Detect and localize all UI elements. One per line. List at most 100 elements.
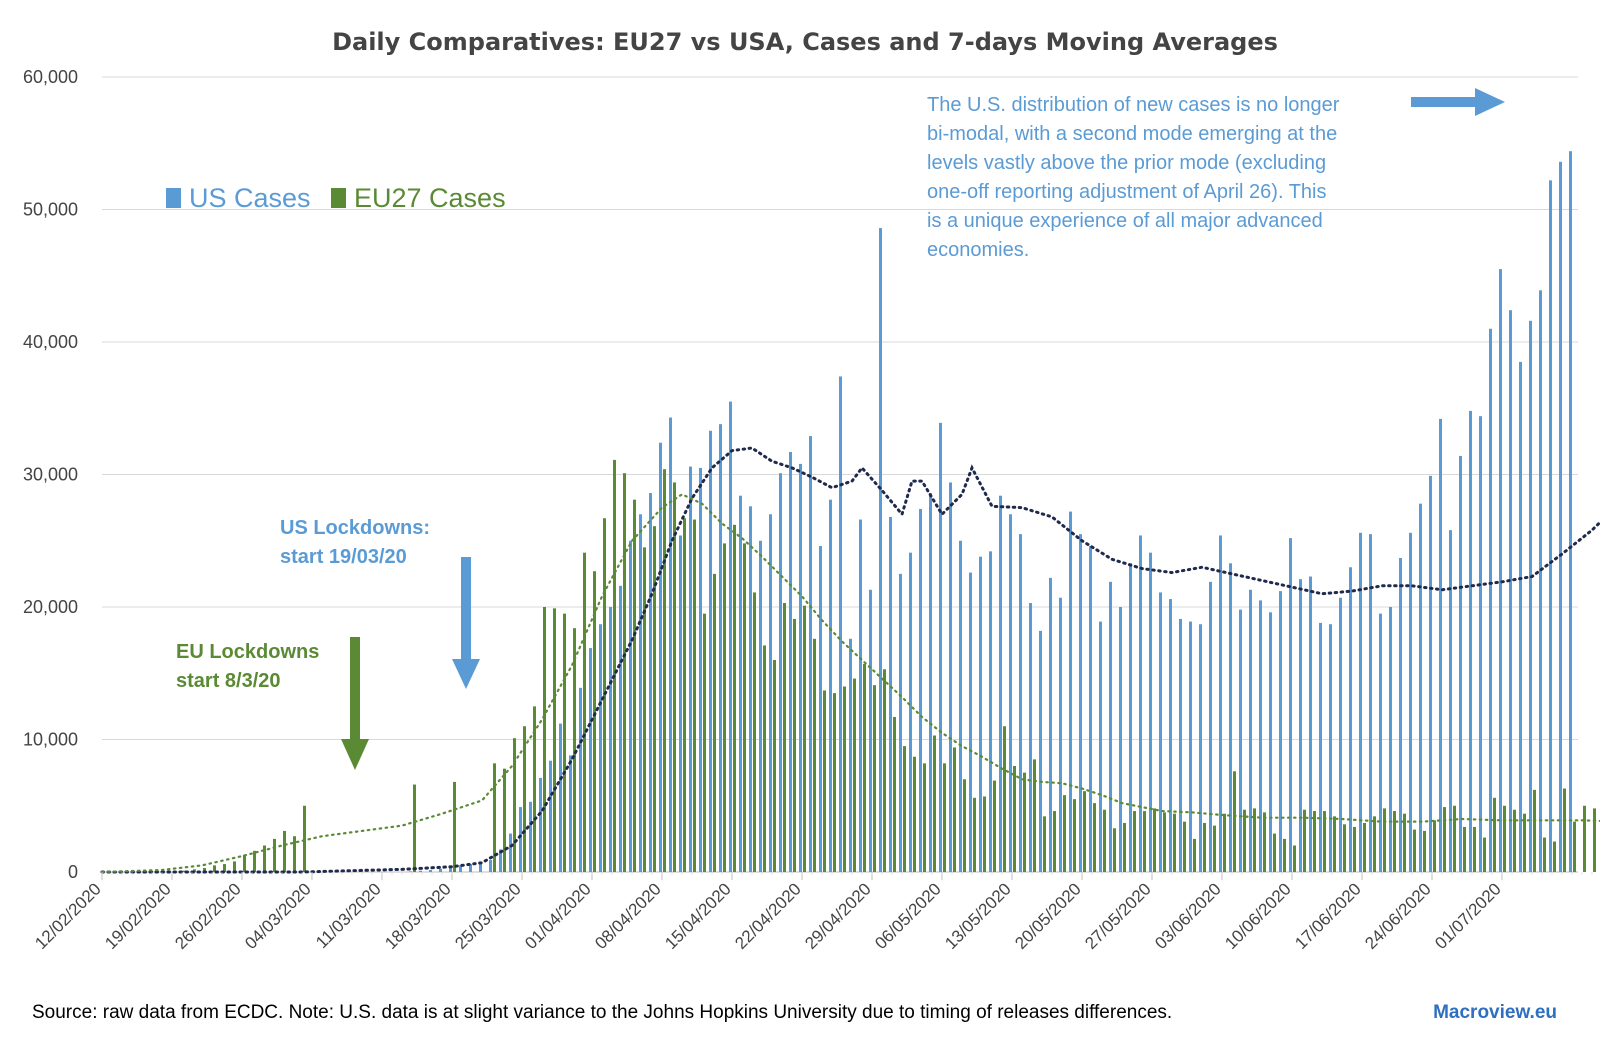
eu-bar <box>1283 838 1286 872</box>
us-bar <box>1129 563 1132 872</box>
eu-bar <box>1103 809 1106 872</box>
us-lockdown-line: US Lockdowns: <box>280 517 430 539</box>
us-bar <box>989 551 992 872</box>
us-bar <box>579 687 582 872</box>
us-bar <box>1369 534 1372 872</box>
eu-bar <box>1493 797 1496 872</box>
eu-bar <box>873 685 876 872</box>
us-bar <box>1019 534 1022 872</box>
y-tick-label: 0 <box>68 862 78 882</box>
eu-bar <box>953 747 956 872</box>
us-bar <box>999 495 1002 872</box>
us-cases-bars <box>409 151 1572 873</box>
us-lockdown-annotation: US Lockdowns: start 19/03/20 <box>280 517 480 689</box>
eu-bar <box>1553 841 1556 872</box>
eu-bar <box>703 613 706 872</box>
us-bar <box>1239 609 1242 872</box>
eu-bar <box>273 838 276 872</box>
us-bar <box>1089 546 1092 872</box>
eu-bar <box>973 797 976 872</box>
eu-bar <box>513 738 516 872</box>
eu-bar <box>1183 821 1186 872</box>
eu-bar <box>1193 838 1196 872</box>
x-tick-label: 11/03/2020 <box>312 879 385 952</box>
eu-bar <box>1573 821 1576 872</box>
eu-bar <box>903 746 906 872</box>
us-bar <box>419 870 422 872</box>
eu-bar <box>1593 808 1596 872</box>
eu-bar <box>1513 809 1516 872</box>
us-bar <box>1309 576 1312 872</box>
us-bar <box>939 422 942 872</box>
eu-bar <box>1373 816 1376 872</box>
us-bar <box>449 868 452 872</box>
us-bar <box>1439 418 1442 872</box>
x-tick-label: 29/04/2020 <box>801 879 875 953</box>
eu-bar <box>933 735 936 872</box>
us-bar <box>1539 290 1542 872</box>
us-bar <box>1419 503 1422 872</box>
legend-swatch-eu <box>331 188 346 208</box>
us-bar <box>1039 630 1042 872</box>
eu-bar <box>993 780 996 872</box>
eu-bar <box>573 628 576 872</box>
eu-bar <box>1263 812 1266 872</box>
us-bar <box>1199 624 1202 872</box>
us-bar <box>929 493 932 872</box>
note-line: is a unique experience of all major adva… <box>927 210 1323 232</box>
us-bar <box>479 862 482 872</box>
eu-bar <box>1563 788 1566 872</box>
y-tick-label: 10,000 <box>23 730 78 750</box>
eu-bar <box>1243 809 1246 872</box>
eu-bar <box>1463 826 1466 872</box>
us-moving-average-line <box>100 446 1600 874</box>
eu-bar <box>1363 822 1366 872</box>
eu-bar <box>633 499 636 872</box>
us-bar <box>509 833 512 872</box>
eu-bar <box>1383 808 1386 872</box>
eu-bar <box>853 678 856 872</box>
us-bar <box>589 648 592 872</box>
eu-bar <box>863 663 866 872</box>
x-tick-label: 06/05/2020 <box>871 879 945 953</box>
eu-bar <box>1333 816 1336 872</box>
eu-bar <box>983 796 986 872</box>
us-lockdown-line: start 19/03/20 <box>280 546 407 568</box>
us-bar <box>839 376 842 872</box>
chart-title: Daily Comparatives: EU27 vs USA, Cases a… <box>332 28 1278 56</box>
eu-bar <box>713 573 716 872</box>
us-bar <box>879 228 882 873</box>
us-bar <box>1519 361 1522 872</box>
us-bar <box>969 572 972 872</box>
us-bar <box>899 573 902 872</box>
us-bar <box>549 760 552 872</box>
us-bar <box>1349 567 1352 872</box>
us-bar <box>1489 328 1492 872</box>
eu-bar <box>1323 811 1326 872</box>
eu-bar <box>613 459 616 872</box>
us-bar <box>519 807 522 872</box>
moving-average-lines <box>100 446 1600 874</box>
eu-bar <box>1113 828 1116 872</box>
note-line: The U.S. distribution of new cases is no… <box>927 94 1340 116</box>
eu-bar <box>1303 809 1306 872</box>
legend: US Cases EU27 Cases <box>166 183 506 213</box>
eu-bar <box>1133 811 1136 872</box>
eu-bar <box>1433 820 1436 872</box>
eu-bar <box>1473 826 1476 872</box>
eu-bar <box>303 805 306 872</box>
eu-bar <box>1543 837 1546 872</box>
us-bar <box>1249 589 1252 872</box>
us-bar <box>1569 151 1572 872</box>
eu-bar <box>563 613 566 872</box>
us-bar <box>1269 612 1272 872</box>
x-tick-label: 18/03/2020 <box>381 879 455 953</box>
us-bar <box>529 801 532 872</box>
us-bar <box>1319 622 1322 872</box>
note-line: bi-modal, with a second mode emerging at… <box>927 123 1337 145</box>
eu-bar <box>1203 822 1206 872</box>
x-tick-label: 13/05/2020 <box>941 879 1015 953</box>
eu-bar <box>1083 791 1086 872</box>
eu-bar <box>843 686 846 872</box>
eu-bar <box>1413 829 1416 872</box>
